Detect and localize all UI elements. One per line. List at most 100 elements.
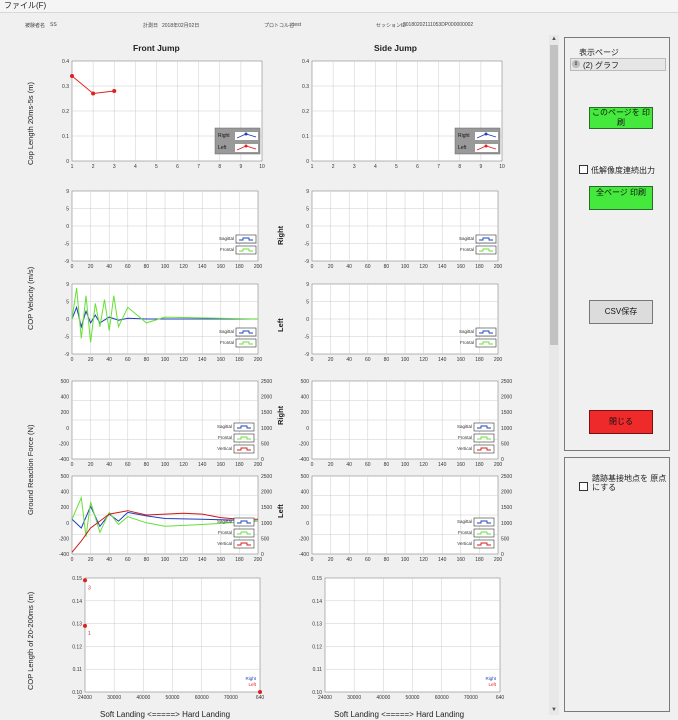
x-tick-label: 100 xyxy=(161,357,170,363)
x-tick-label: 6 xyxy=(416,164,419,170)
x-tick-label: 7 xyxy=(437,164,440,170)
front-jump-title: Front Jump xyxy=(133,43,180,53)
origin-checkbox-box[interactable] xyxy=(579,482,588,491)
y-tick-label: 0.11 xyxy=(73,667,83,673)
legend-label: Right xyxy=(218,133,230,139)
side-jump-title: Side Jump xyxy=(374,43,417,53)
x-tick-label: 60 xyxy=(125,557,131,563)
ylabel-grf: Ground Reaction Force (N) xyxy=(26,424,35,515)
x-tick-label: 8 xyxy=(218,164,221,170)
y2-tick-label: 500 xyxy=(261,536,270,542)
print-all-button[interactable]: 全ページ 印刷 xyxy=(589,186,653,210)
y-tick-label: -200 xyxy=(59,441,69,447)
y2-tick-label: 2500 xyxy=(501,474,512,480)
y-tick-label: 5 xyxy=(66,300,69,306)
data-point xyxy=(112,89,117,93)
print-page-button[interactable]: このページを 印刷 xyxy=(589,107,653,129)
ylabel-cop-20-200: COP Length of 20-200ms (m) xyxy=(26,591,35,690)
date-value: 2018年02月02日 xyxy=(162,23,200,29)
x-tick-label: 200 xyxy=(494,557,503,563)
x-tick-label: 100 xyxy=(401,462,410,468)
y-tick-label: -400 xyxy=(299,457,309,463)
legend-swatch xyxy=(473,528,495,538)
scroll-down-icon[interactable]: ▼ xyxy=(551,707,557,713)
legend-marker xyxy=(484,144,488,148)
y-tick-label: 5 xyxy=(66,207,69,213)
scrollbar-thumb[interactable] xyxy=(550,45,558,345)
x-tick-label: 20 xyxy=(88,264,94,270)
x-tick-label: 60 xyxy=(365,357,371,363)
legend-line xyxy=(237,447,251,451)
chart-front-vel-left: 0 20 40 60 80 100 120 140 160 180 200 -9 -5 0 5 9 Sagitt… xyxy=(65,282,263,363)
x-tick-label: 60000 xyxy=(195,695,209,701)
chart-front-cop-20-200: 24000 30000 40000 50000 60000 70000 640 0.10 0.1… xyxy=(72,576,264,701)
csv-save-button[interactable]: CSV保存 xyxy=(589,300,653,324)
x-tick-label: 140 xyxy=(438,357,447,363)
series-line-sagittal xyxy=(71,305,258,329)
y-tick-label: 500 xyxy=(61,474,70,480)
series-line-frontal xyxy=(71,287,259,343)
x-tick-label: 100 xyxy=(161,557,170,563)
y2-tick-label: 1500 xyxy=(261,410,272,416)
y-tick-label: 9 xyxy=(66,282,69,288)
y2-tick-label: 500 xyxy=(261,441,270,447)
legend-swatch xyxy=(475,327,497,337)
y-tick-label: 0 xyxy=(66,159,69,165)
y-tick-label: -5 xyxy=(65,242,70,248)
y2-tick-label: 1000 xyxy=(261,426,272,432)
legend-swatch xyxy=(473,539,495,549)
x-tick-label: 160 xyxy=(217,462,226,468)
legend-swatch xyxy=(235,245,257,255)
page-selector[interactable]: ⇕ (2) グラフ xyxy=(570,58,666,71)
y2-tick-label: 2000 xyxy=(501,395,512,401)
y-tick-label: 200 xyxy=(301,410,310,416)
x-tick-label: 20 xyxy=(328,462,334,468)
legend-swatch xyxy=(475,132,498,140)
x-tick-label: 200 xyxy=(494,264,503,270)
csv-save-label: CSV保存 xyxy=(604,307,638,316)
x-tick-label: 200 xyxy=(494,462,503,468)
series-line-vertical xyxy=(71,510,258,553)
x-tick-label: 200 xyxy=(254,357,263,363)
y-tick-label: 0 xyxy=(66,521,69,527)
x-tick-label: 100 xyxy=(161,264,170,270)
legend-label: Sagittal xyxy=(457,519,472,524)
x-tick-label: 60 xyxy=(365,462,371,468)
legend-swatch xyxy=(475,338,497,348)
y2-tick-label: 0 xyxy=(261,457,264,463)
protocol-label: プロトコル名 xyxy=(264,23,295,29)
x-tick-label: 60 xyxy=(125,264,131,270)
y-tick-label: 200 xyxy=(301,505,310,511)
low-res-checkbox[interactable]: 低解像度連続出力 xyxy=(579,165,655,175)
legend-line xyxy=(237,542,251,546)
y-tick-label: -200 xyxy=(59,536,69,542)
low-res-checkbox-box[interactable] xyxy=(579,165,588,174)
chart-side-vel-right: 0 20 40 60 80 100 120 140 160 180 200 -9 -5 0 5 9 Sagitt… xyxy=(305,189,503,270)
file-menu[interactable]: ファイル(F) xyxy=(4,1,47,10)
y-tick-label: 5 xyxy=(306,207,309,213)
y-tick-label: 0.3 xyxy=(302,84,309,90)
y-tick-label: -9 xyxy=(65,259,70,265)
y-tick-label: 0.14 xyxy=(312,599,322,605)
x-tick-label: 80 xyxy=(144,357,150,363)
legend-swatch xyxy=(233,528,255,538)
x-tick-label: 160 xyxy=(217,357,226,363)
close-button[interactable]: 閉じる xyxy=(589,410,653,434)
x-tick-label: 180 xyxy=(235,357,244,363)
x-tick-label: 6 xyxy=(176,164,179,170)
chart-front-cop-length: 1 2 3 4 5 6 7 8 9 10 0 0.1 0.2 0.3 0.4 Right Left xyxy=(62,59,265,170)
vertical-scrollbar[interactable]: ▲ ▼ xyxy=(549,35,559,715)
y-tick-label: -5 xyxy=(305,335,310,341)
print-all-label: 全ページ 印刷 xyxy=(595,188,647,197)
y-tick-label: 0.3 xyxy=(62,84,69,90)
page-selector-label: 表示ページ xyxy=(579,48,619,57)
legend-line xyxy=(239,248,253,252)
y-tick-label: 500 xyxy=(61,379,70,385)
x-tick-label: 3 xyxy=(113,164,116,170)
spinner-icon[interactable]: ⇕ xyxy=(572,60,580,68)
legend-marker xyxy=(244,144,248,148)
scroll-up-icon[interactable]: ▲ xyxy=(551,36,557,42)
x-tick-label: 40 xyxy=(346,357,352,363)
x-tick-label: 100 xyxy=(401,264,410,270)
legend-line xyxy=(477,531,491,535)
